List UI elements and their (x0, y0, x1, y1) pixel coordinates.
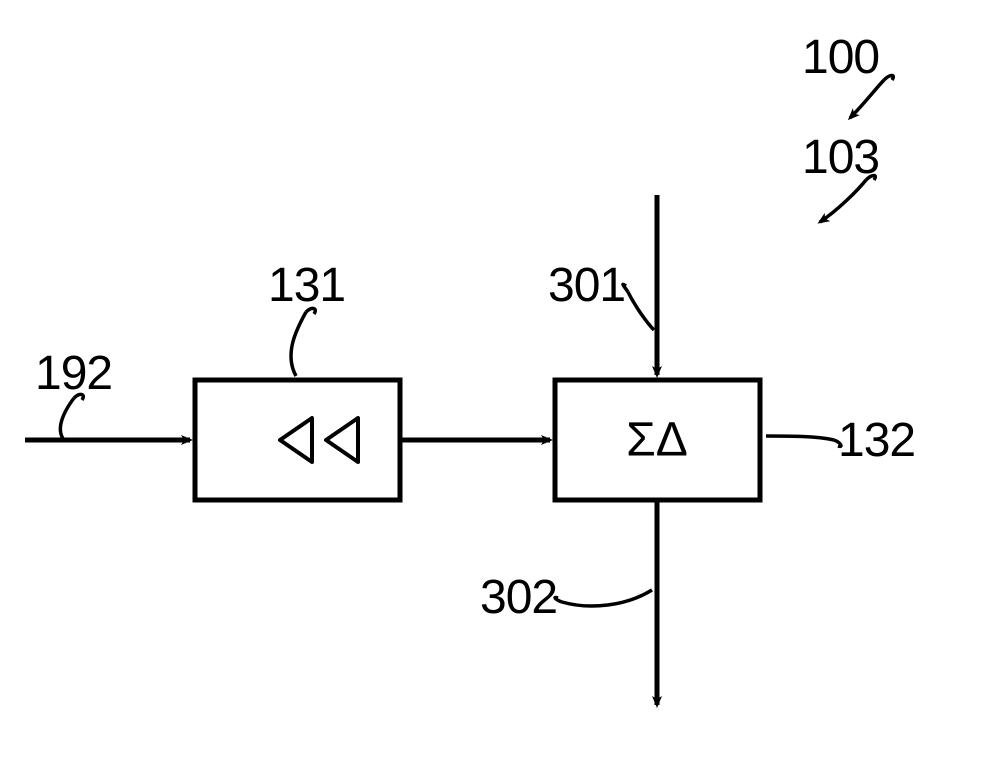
leader-100 (850, 80, 884, 118)
leader-131 (291, 312, 306, 376)
block-diagram: 100 103 301 131 192 132 302 ΣΔ (0, 0, 1000, 762)
leader-192 (60, 398, 74, 440)
block-132: ΣΔ (555, 380, 760, 500)
leader-103 (820, 180, 866, 222)
leader-302 (562, 590, 652, 606)
block-131 (195, 380, 400, 500)
block-132-symbol: ΣΔ (626, 414, 688, 467)
leader-301 (628, 292, 654, 330)
diagram-svg: ΣΔ (0, 0, 1000, 762)
leader-132 (766, 436, 834, 440)
